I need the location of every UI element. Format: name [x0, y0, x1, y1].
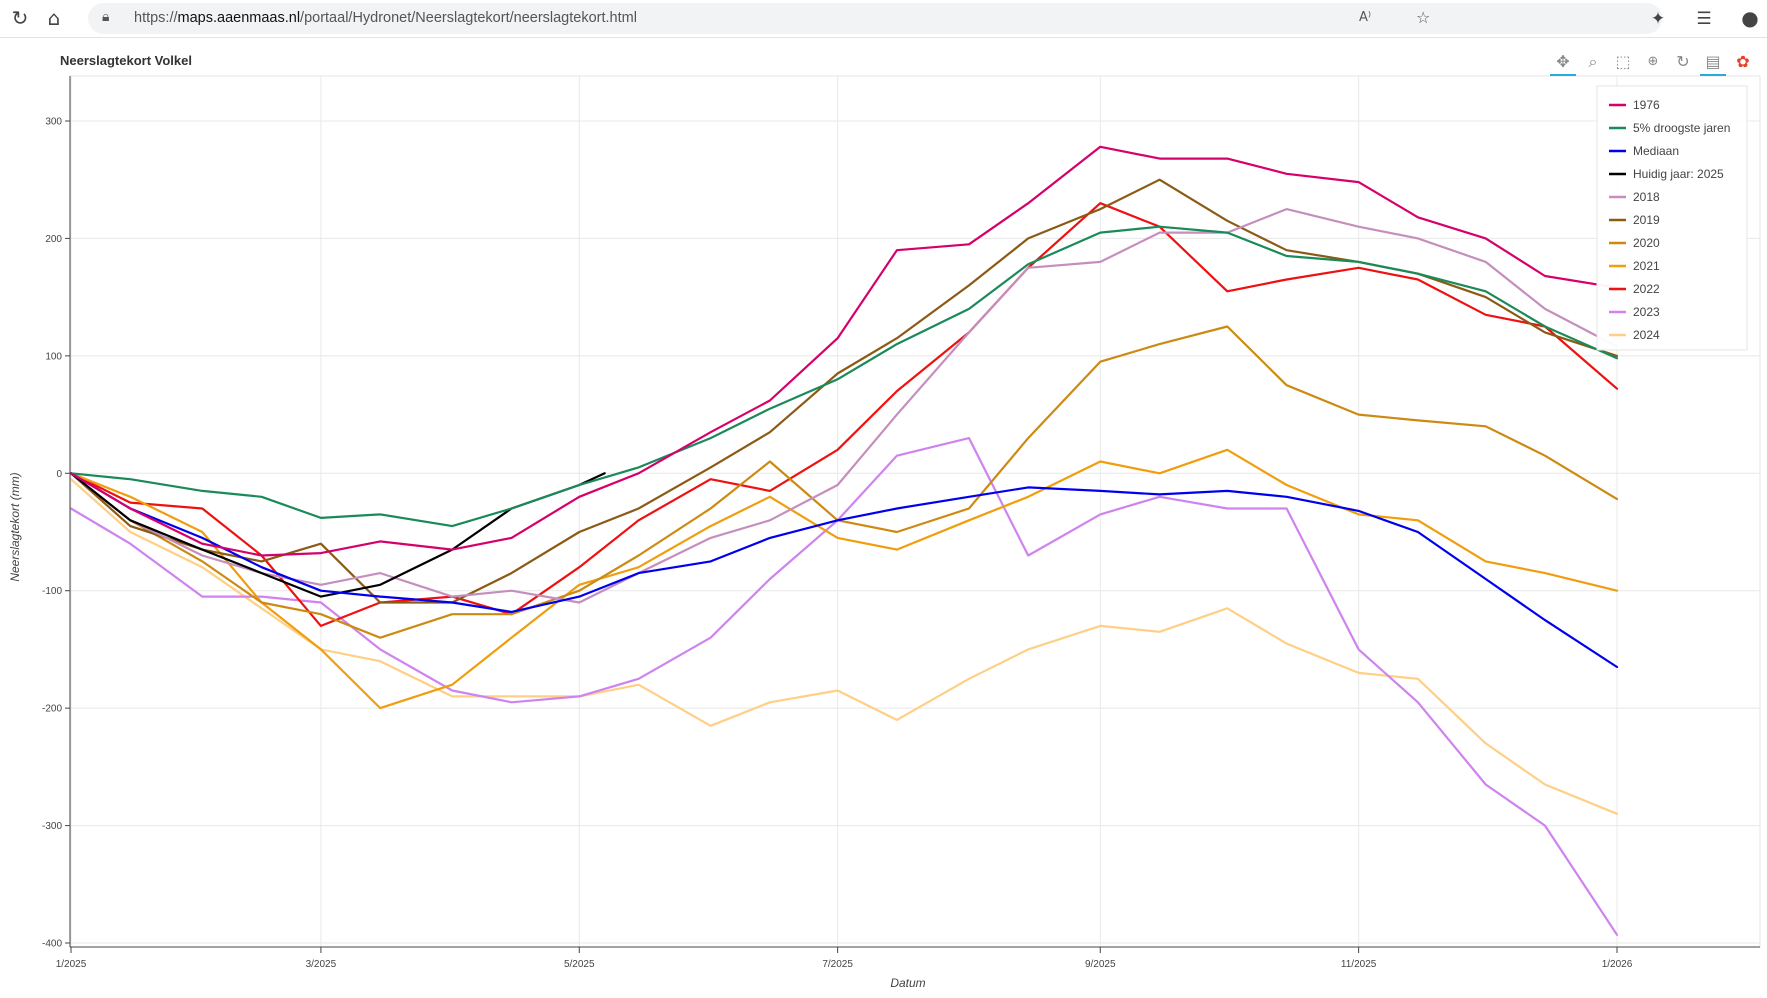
url-prefix: https:// — [134, 10, 178, 26]
series-line-2018 — [69, 208, 1619, 604]
series-line-2022 — [69, 202, 1619, 627]
home-icon[interactable]: ⌂ — [47, 6, 61, 30]
x-tick-label: 11/2025 — [1341, 959, 1377, 970]
url-domain: maps.aaenmaas.nl — [177, 10, 301, 26]
site-info-icon[interactable]: 🔒︎ — [102, 9, 110, 25]
legend-label: 2021 — [1633, 259, 1660, 273]
y-tick-label: -300 — [42, 821, 62, 832]
series-line-5-droogste-jaren — [69, 225, 1619, 528]
x-tick-label: 5/2025 — [564, 959, 595, 970]
reload-icon[interactable]: ↻ — [11, 6, 29, 30]
url-path: /portaal/Hydronet/Neerslagtekort/neersla… — [300, 10, 637, 26]
profile-icon[interactable]: ● — [1741, 6, 1759, 30]
favorite-star-icon[interactable]: ☆ — [1416, 8, 1431, 27]
y-axis-label: Neerslagtekort (mm) — [8, 472, 22, 581]
legend-label: 2018 — [1633, 190, 1660, 204]
bokeh-logo-icon[interactable]: ✿ — [1736, 52, 1750, 71]
y-tick-label: -100 — [42, 586, 62, 597]
y-tick-label: 300 — [45, 117, 62, 128]
x-tick-label: 1/2026 — [1602, 959, 1633, 970]
legend-label: 2024 — [1633, 328, 1660, 342]
crosshair-icon[interactable]: ⊕ — [1647, 54, 1659, 69]
plot-frame — [69, 75, 1761, 948]
hover-icon[interactable]: ▤ — [1700, 50, 1726, 76]
grid — [70, 76, 1760, 947]
legend-label: 5% droogste jaren — [1633, 121, 1730, 135]
series-line-1976 — [69, 145, 1619, 557]
series-line-2021 — [69, 448, 1619, 710]
series-line-huidig-jaar-2025 — [69, 472, 606, 598]
y-tick-label: 200 — [45, 234, 62, 245]
x-tick-label: 7/2025 — [822, 959, 853, 970]
legend-label: 2023 — [1633, 305, 1660, 319]
x-tick-label: 3/2025 — [306, 959, 337, 970]
legend-label: Mediaan — [1633, 144, 1679, 158]
series-line-2024 — [69, 478, 1619, 815]
y-tick-label: -200 — [42, 704, 62, 715]
box-zoom-icon[interactable]: ⬚ — [1615, 52, 1631, 71]
browser-toolbar: ↻ ⌂ 🔒︎ https://maps.aaenmaas.nl/portaal/… — [0, 0, 1767, 38]
y-tick-label: 0 — [56, 469, 62, 480]
legend-label: Huidig jaar: 2025 — [1633, 167, 1724, 181]
url-text[interactable]: https://maps.aaenmaas.nl/portaal/Hydrone… — [134, 10, 637, 26]
legend-box — [1596, 85, 1748, 351]
x-tick-label: 1/2025 — [56, 959, 87, 970]
address-bar[interactable]: 🔒︎ https://maps.aaenmaas.nl/portaal/Hydr… — [88, 3, 1662, 34]
series-line-mediaan — [69, 472, 1619, 669]
wheel-zoom-icon[interactable]: ⌕ — [1588, 52, 1598, 71]
x-tick-label: 9/2025 — [1085, 959, 1116, 970]
reset-icon[interactable]: ↻ — [1676, 52, 1690, 71]
read-aloud-icon[interactable]: A⁾ — [1359, 10, 1372, 25]
chart-title: Neerslagtekort Volkel — [60, 53, 192, 68]
legend-label: 2019 — [1633, 213, 1660, 227]
series-lines — [69, 145, 1619, 936]
axes: 300 200 100 0 -100 -200 -300 -400 1/2025 3/2025 5/… — [42, 76, 1760, 970]
y-tick-label: 100 — [45, 351, 62, 362]
legend-label: 2020 — [1633, 236, 1660, 250]
favorites-icon[interactable]: ☰ — [1696, 9, 1712, 29]
pan-icon[interactable]: ✥ — [1550, 50, 1576, 76]
extensions-icon[interactable]: ✦ — [1650, 9, 1666, 29]
x-axis-label: Datum — [890, 976, 925, 990]
legend: 1976 5% droogste jaren Mediaan Huidig jaar:… — [1596, 85, 1748, 351]
legend-label: 1976 — [1633, 98, 1660, 112]
legend-label: 2022 — [1633, 282, 1660, 296]
y-tick-label: -400 — [42, 939, 62, 950]
